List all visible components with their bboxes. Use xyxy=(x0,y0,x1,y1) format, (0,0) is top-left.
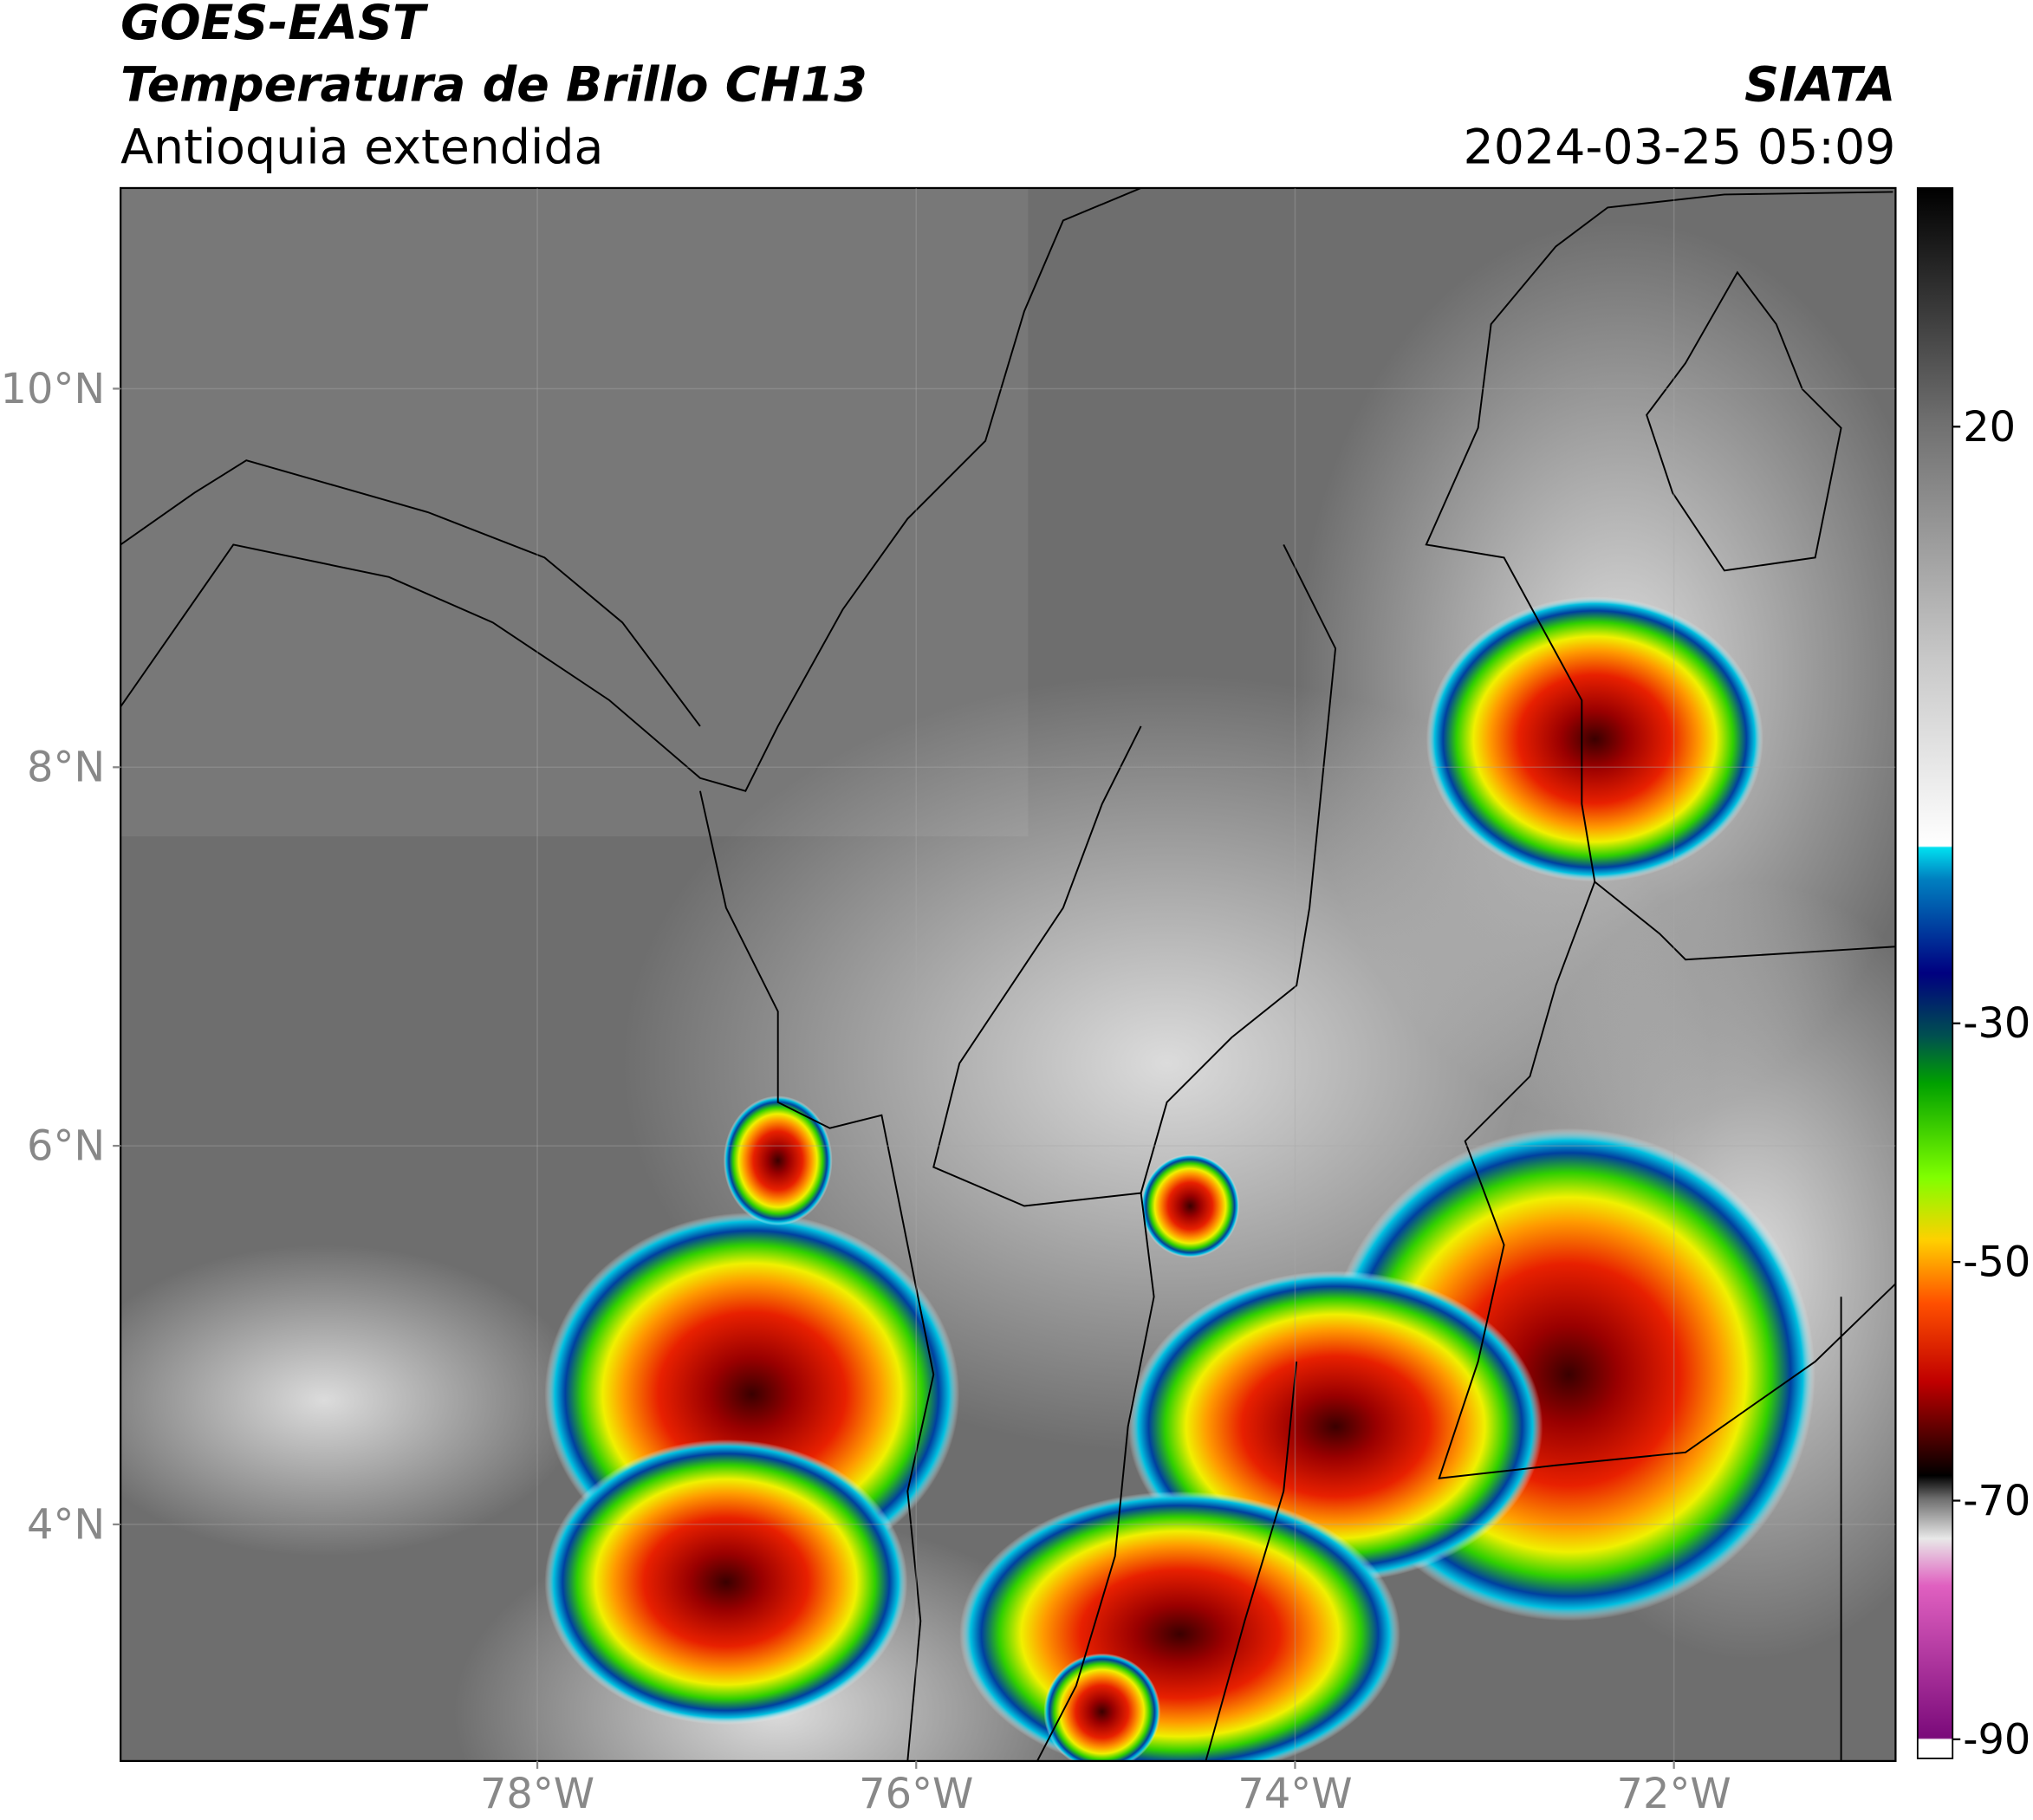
region: Antioquia extendida xyxy=(120,120,603,176)
y-tick-label: 4°N xyxy=(27,1501,105,1549)
colorbar-tick-label: 20 xyxy=(1963,404,2016,452)
colorbar-tick-label: -30 xyxy=(1963,1000,2030,1048)
colorbar-tick-label: -90 xyxy=(1963,1716,2030,1764)
map-frame xyxy=(120,186,1897,1763)
x-tick-label: 74°W xyxy=(1237,1771,1352,1818)
colorbar xyxy=(1916,187,1954,1759)
subtitle: Temperatura de Brillo CH13 xyxy=(120,58,867,114)
x-tick-label: 76°W xyxy=(859,1771,973,1818)
title: GOES-EAST xyxy=(120,0,429,51)
source: SIATA xyxy=(1744,58,1895,114)
x-tick-label: 72°W xyxy=(1617,1771,1731,1818)
y-tick-label: 10°N xyxy=(1,366,106,413)
x-tick-label: 78°W xyxy=(480,1771,594,1818)
y-tick-label: 8°N xyxy=(27,744,105,792)
datetime: 2024-03-25 05:09 xyxy=(1464,120,1896,176)
satellite-image xyxy=(120,187,1896,1761)
colorbar-tick-label: -50 xyxy=(1963,1239,2030,1287)
y-tick-label: 6°N xyxy=(27,1123,105,1171)
colorbar-tick-label: -70 xyxy=(1963,1478,2030,1525)
